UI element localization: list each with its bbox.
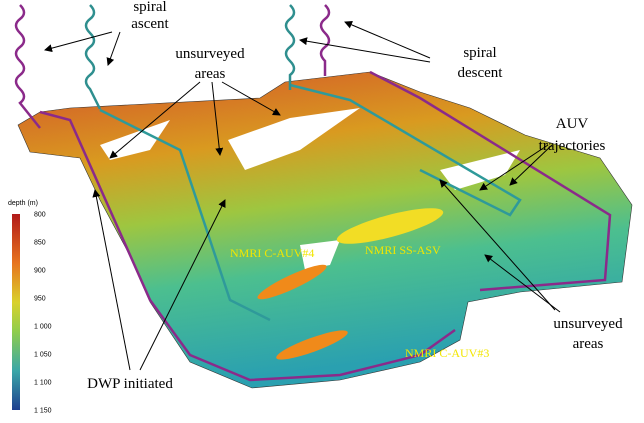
annotation: unsurveyed — [553, 316, 623, 332]
colorbar-scale — [12, 214, 20, 410]
colorbar-tick-label: 1 150 — [34, 408, 52, 415]
colorbar-tick-label: 1 050 — [34, 352, 52, 359]
annotation: ascent — [131, 16, 169, 32]
colorbar-tick-label: 950 — [34, 296, 46, 303]
annotation: areas — [195, 66, 226, 82]
figure: spiral ascent spiral descent unsurveyed … — [0, 0, 644, 423]
annotation: AUV — [556, 116, 589, 132]
colorbar-tick-label: 1 000 — [34, 324, 52, 331]
colorbar: depth (m) 800 850 900 950 1 000 1 050 1 100 1 1… — [8, 200, 52, 415]
annotation: areas — [573, 336, 604, 352]
vehicle-label: NMRI SS-ASV — [365, 243, 441, 257]
annotation: spiral — [463, 45, 496, 61]
annotation: trajectories — [539, 138, 606, 154]
annotation: descent — [458, 65, 504, 81]
annotation: spiral — [133, 0, 166, 15]
colorbar-tick-label: 900 — [34, 268, 46, 275]
colorbar-tick-label: 1 100 — [34, 380, 52, 387]
vehicle-label: NMRI C-AUV#3 — [405, 346, 489, 360]
colorbar-title: depth (m) — [8, 200, 38, 207]
colorbar-tick-label: 800 — [34, 212, 46, 219]
colorbar-tick-label: 850 — [34, 240, 46, 247]
vehicle-label: NMRI C-AUV#4 — [230, 246, 314, 260]
annotation: unsurveyed — [175, 46, 245, 62]
annotation: DWP initiated — [87, 376, 173, 392]
